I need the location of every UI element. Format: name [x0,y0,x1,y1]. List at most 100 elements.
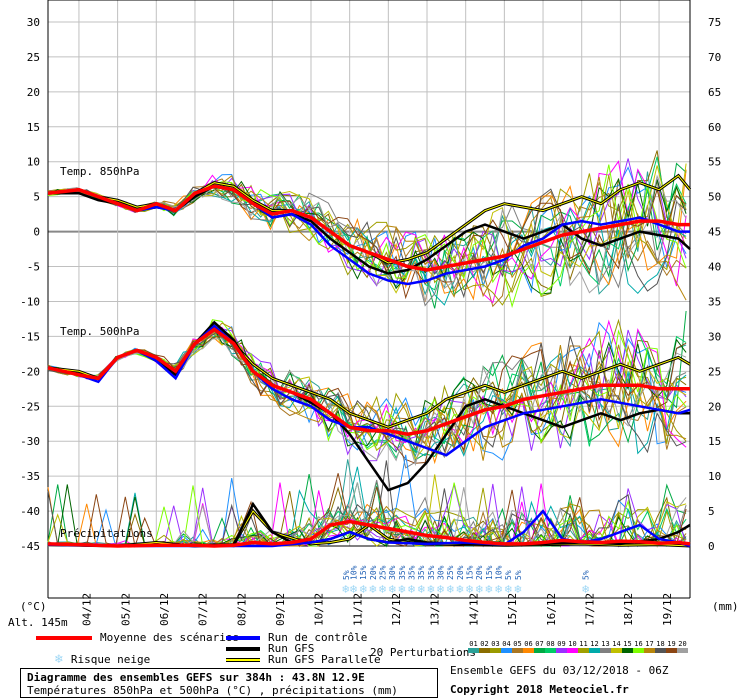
series-mean [47,327,690,436]
y-left-tick: -45 [20,540,40,553]
perturbation-number: 15 [623,640,632,648]
perturbation-number: 12 [590,640,599,648]
snow-risk-label: 10% [495,565,504,580]
y-right-tick: 25 [708,365,721,378]
perturbation-swatch [677,648,688,653]
perturbation-swatch [512,648,523,653]
snow-risk-label: 5% [504,570,513,580]
legend-para: Run GFS Parallele [226,653,381,666]
perturbation-number: 19 [667,640,676,648]
snow-risk-label: 30% [388,565,397,580]
y-right-tick: 65 [708,86,721,99]
perturbation-number: 08 [546,640,555,648]
snow-risk-label: 35% [408,565,417,580]
snow-risk-label: 35% [427,565,436,580]
footer-right: Ensemble GEFS du 03/12/2018 - 06Z Copyri… [450,664,669,696]
perturbation-swatch [567,648,578,653]
x-tick-label: 07/12 [197,593,210,626]
snowflake-icon: ❄ [389,582,396,596]
y-left-tick: 5 [33,191,40,204]
legend-mean-swatch [36,635,92,640]
snowflake-icon: ❄ [466,582,473,596]
series-control [47,509,691,548]
snowflake-icon: ❄ [369,582,376,596]
snow-risk-label: 25% [379,565,388,580]
snowflake-icon: ❄ [485,582,492,596]
legend: Moyenne des scénarios ❄ Risque neige Run… [0,626,740,700]
y-right-tick: 0 [708,540,715,553]
y-left-tick: -25 [20,400,40,413]
label-precip: Précipitations [60,527,153,540]
snow-risk-label: 15% [466,565,475,580]
x-tick-label: 12/12 [390,593,403,626]
snowflake-icon: ❄ [447,582,454,596]
perturbation-line [47,328,687,454]
y-left-tick: 30 [27,16,40,29]
snow-risk-label: 25% [446,565,455,580]
y-left-tick: 20 [27,86,40,99]
snow-risk-label: 15% [359,565,368,580]
x-tick-label: 19/12 [661,593,674,626]
snowflake-icon: ❄ [476,582,483,596]
snowflake-icon: ❄ [582,582,589,596]
perturbation-swatch [534,648,545,653]
perturbation-swatch [644,648,655,653]
y-right-tick: 40 [708,261,721,274]
legend-snow: ❄ Risque neige [55,652,150,667]
perturbation-swatch [622,648,633,653]
y-left-tick: 10 [27,156,40,169]
perturbation-number: 07 [535,640,544,648]
perturbation-swatch [655,648,666,653]
y-left-tick: -40 [20,505,40,518]
x-tick-label: 15/12 [506,593,519,626]
y-left-tick: 25 [27,51,40,64]
x-tick-label: 17/12 [583,593,596,626]
perturbation-swatch [501,648,512,653]
snowflake-icon: ❄ [379,582,386,596]
legend-perturbations: 20 Perturbations [370,646,476,659]
snowflake-icon: ❄ [514,582,521,596]
x-tick-label: 18/12 [622,593,635,626]
perturbation-swatch [479,648,490,653]
snowflake-icon: ❄ [360,582,367,596]
y-left-unit: (°C) [20,600,47,613]
y-right-tick: 5 [708,505,715,518]
perturbation-number: 06 [524,640,533,648]
y-left-tick: 0 [33,226,40,239]
perturbation-swatch [545,648,556,653]
snowflake-icon: ❄ [418,582,425,596]
legend-perturbations-label: 20 Perturbations [370,646,476,659]
legend-control-label: Run de contrôle [268,631,368,644]
x-tick-label: 04/12 [81,593,94,626]
chart-labels: Temp. 850hPa Temp. 500hPa Précipitations… [8,165,739,626]
perturbation-number: 16 [634,640,643,648]
chart-subtitle: Températures 850hPa et 500hPa (°C) , pré… [27,684,398,697]
snow-risk-label: 35% [417,565,426,580]
y-right-unit: (mm) [712,600,739,613]
perturbation-line [47,326,687,457]
perturbation-swatch [556,648,567,653]
legend-gfs-swatch [226,646,260,651]
perturbation-swatch [468,648,479,653]
perturbation-swatch [523,648,534,653]
legend-gfs-label: Run GFS [268,642,315,655]
snow-risk-label: 30% [437,565,446,580]
y-right-tick: 70 [708,51,721,64]
y-right-tick: 55 [708,156,721,169]
y-right-tick: 30 [708,330,721,343]
legend-snow-label: Risque neige [70,653,151,666]
perturbation-swatch [490,648,501,653]
y-left-tick: 15 [27,121,40,134]
snow-risk-label: 35% [398,565,407,580]
perturbation-swatch [666,648,677,653]
label-t500: Temp. 500hPa [60,325,139,338]
snow-risk-label: 5% [582,570,591,580]
perturbation-number: 01 [469,640,478,648]
x-tick-label: 13/12 [429,593,442,626]
perturbation-number: 14 [612,640,621,648]
series-mean [47,519,691,548]
perturbation-number: 13 [601,640,610,648]
snow-risk-label: 20% [475,565,484,580]
snowflake-icon: ❄ [342,582,349,596]
y-left-tick: -30 [20,435,40,448]
